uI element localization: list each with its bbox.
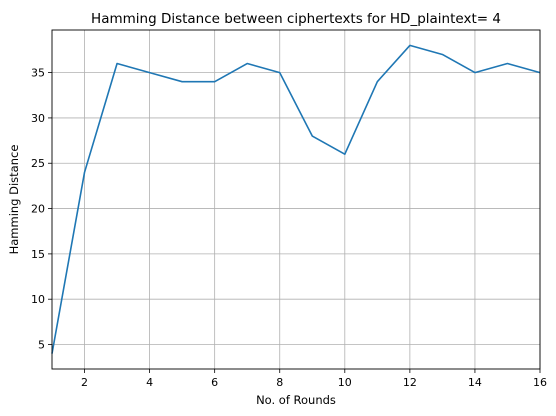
x-tick-label: 10 [338, 376, 352, 389]
x-tick-label: 14 [468, 376, 482, 389]
plot-frame [51, 29, 541, 370]
chart-title: Hamming Distance between ciphertexts for… [91, 11, 501, 27]
y-tick-label: 10 [31, 293, 45, 306]
y-tick-label: 20 [31, 203, 45, 216]
x-axis-label: No. of Rounds [256, 393, 336, 407]
x-tick-label: 4 [146, 376, 153, 389]
series-line-HD [51, 44, 541, 354]
y-tick-label: 25 [31, 157, 45, 170]
y-tick-label: 30 [31, 112, 45, 125]
tick-layer: 2 4 6 8 10 12 14 16 5 10 15 20 25 30 35 [31, 67, 547, 389]
x-tick-label: 12 [403, 376, 417, 389]
x-tick-label: 8 [276, 376, 283, 389]
y-tick-label: 5 [38, 339, 45, 352]
series-layer [51, 44, 541, 354]
y-tick-label: 35 [31, 67, 45, 80]
x-tick-label: 6 [211, 376, 218, 389]
y-tick-label: 15 [31, 248, 45, 261]
x-tick-label: 2 [81, 376, 88, 389]
y-axis-label: Hamming Distance [7, 145, 21, 255]
grid-layer [52, 30, 541, 369]
x-tick-label: 16 [533, 376, 547, 389]
